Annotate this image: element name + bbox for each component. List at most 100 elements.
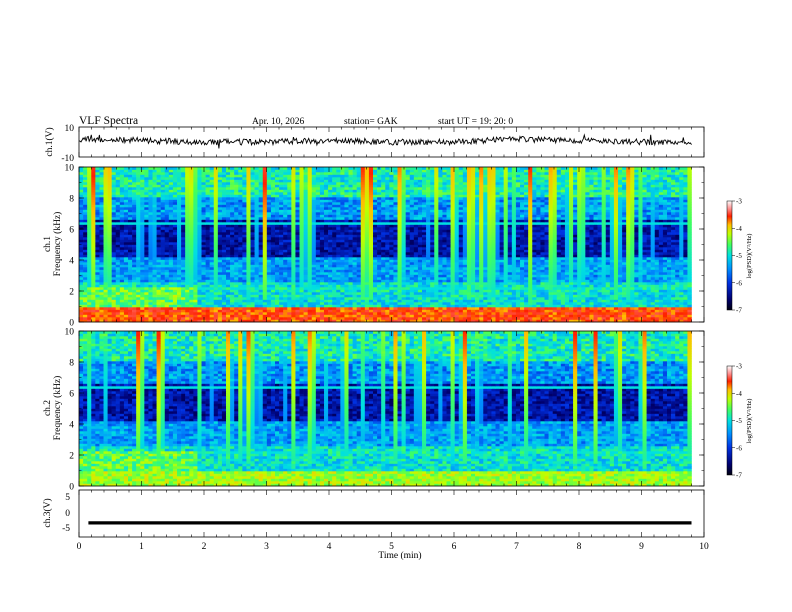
spectrogram-cell — [442, 264, 447, 268]
spectrogram-cell — [503, 244, 509, 248]
spectrogram-cell — [205, 257, 210, 260]
spectrogram-cell — [479, 259, 484, 263]
spectrogram-cell — [336, 274, 341, 278]
spectrogram-cell — [185, 254, 190, 258]
spectrogram-cell — [548, 262, 553, 265]
spectrogram-cell — [83, 312, 88, 315]
spectrogram-cell — [658, 274, 664, 278]
spectrogram-cell — [364, 242, 370, 245]
spectrogram-cell — [671, 284, 676, 288]
spectrogram-cell — [454, 249, 460, 253]
spectrogram-cell — [417, 249, 423, 253]
spectrogram-cell — [687, 312, 692, 315]
spectrogram-cell — [393, 262, 398, 265]
spectrogram-cell — [91, 239, 96, 243]
spectrogram-cell — [254, 277, 259, 280]
spectrogram-cell — [344, 247, 349, 250]
spectrogram-cell — [132, 257, 137, 260]
spectrogram-cell — [238, 282, 243, 285]
ch1-waveform-trace — [78, 133, 692, 149]
spectrogram-cell — [622, 307, 627, 310]
spectrogram-cell — [356, 312, 362, 315]
spectrogram-cell — [385, 274, 390, 278]
spectrogram-cell — [650, 259, 656, 263]
spectrogram-cell — [618, 249, 623, 253]
spectrogram-cell — [340, 317, 345, 320]
spectrogram-cell — [181, 269, 186, 273]
spectrogram-cell — [348, 317, 353, 320]
spectrogram-cell — [381, 274, 386, 278]
spectrogram-cell — [99, 297, 104, 300]
spectrogram-cell — [315, 242, 321, 245]
spectrogram-cell — [560, 247, 566, 250]
spectrogram-cell — [270, 289, 276, 293]
spectrogram-cell — [226, 264, 231, 268]
spectrogram-cell — [642, 262, 647, 265]
spectrogram-cell — [319, 262, 325, 265]
spectrogram-cell — [373, 269, 378, 273]
spectrogram-cell — [87, 252, 92, 255]
spectrogram-cell — [646, 242, 651, 245]
spectrogram-cell — [573, 254, 578, 258]
spectrogram-cell — [111, 274, 117, 278]
spectrogram-cell — [601, 267, 607, 270]
spectrogram-cell — [381, 272, 386, 275]
spectrogram-cell — [393, 254, 398, 258]
spectrogram-cell — [107, 292, 112, 295]
spectrogram-cell — [515, 284, 521, 288]
spectrogram-cell — [197, 314, 202, 318]
spectrogram-cell — [405, 312, 411, 315]
spectrogram-cell — [103, 277, 108, 280]
spectrogram-cell — [409, 307, 415, 310]
spectrogram-cell — [348, 267, 353, 270]
spectrogram-cell — [471, 272, 476, 275]
spectrogram-cell — [307, 292, 313, 295]
spectrogram-cell — [193, 284, 198, 288]
spectrogram-cell — [115, 284, 121, 288]
spectrogram-cell — [115, 289, 121, 293]
spectrogram-cell — [417, 264, 423, 268]
spectrogram-cell — [605, 259, 611, 263]
spectrogram-cell — [119, 277, 125, 280]
spectrogram-cell — [536, 284, 541, 288]
spectrogram-cell — [409, 284, 415, 288]
spectrogram-cell — [83, 292, 88, 295]
spectrogram-cell — [226, 279, 231, 283]
spectrogram-cell — [307, 264, 313, 268]
spectrogram-cell — [226, 259, 231, 263]
spectrogram-cell — [254, 312, 259, 315]
spectrogram-cell — [328, 282, 333, 285]
spectrogram-cell — [593, 287, 598, 290]
spectrogram-cell — [426, 244, 431, 248]
spectrogram-cell — [344, 277, 349, 280]
spectrogram-cell — [136, 264, 141, 268]
spectrogram-cell — [254, 262, 259, 265]
spectrogram-cell — [283, 267, 288, 270]
spectrogram-cell — [168, 242, 174, 245]
spectrogram-cell — [160, 259, 166, 263]
spectrogram-cell — [303, 252, 308, 255]
spectrogram-cell — [540, 297, 545, 300]
spectrogram-cell — [573, 274, 578, 278]
spectrogram-cell — [442, 312, 447, 315]
spectrogram-cell — [364, 262, 370, 265]
spectrogram-cell — [254, 274, 259, 278]
spectrogram-cell — [401, 269, 406, 273]
spectrogram-cell — [201, 267, 206, 270]
spectrogram-cell — [181, 272, 186, 275]
spectrogram-cell — [344, 272, 349, 275]
spectrogram-cell — [299, 294, 304, 298]
spectrogram-cell — [544, 259, 549, 263]
spectrogram-cell — [364, 307, 370, 310]
spectrogram-cell — [654, 294, 660, 298]
spectrogram-cell — [487, 257, 492, 260]
spectrogram-cell — [352, 314, 357, 318]
spectrogram-cell — [266, 267, 272, 270]
spectrogram-cell — [618, 269, 623, 273]
spectrogram-cell — [209, 282, 215, 285]
spectrogram-cell — [172, 319, 178, 323]
spectrogram-cell — [528, 289, 533, 293]
spectrogram-cell — [601, 254, 607, 258]
spectrogram-cell — [389, 299, 394, 303]
spectrogram-cell — [348, 264, 353, 268]
